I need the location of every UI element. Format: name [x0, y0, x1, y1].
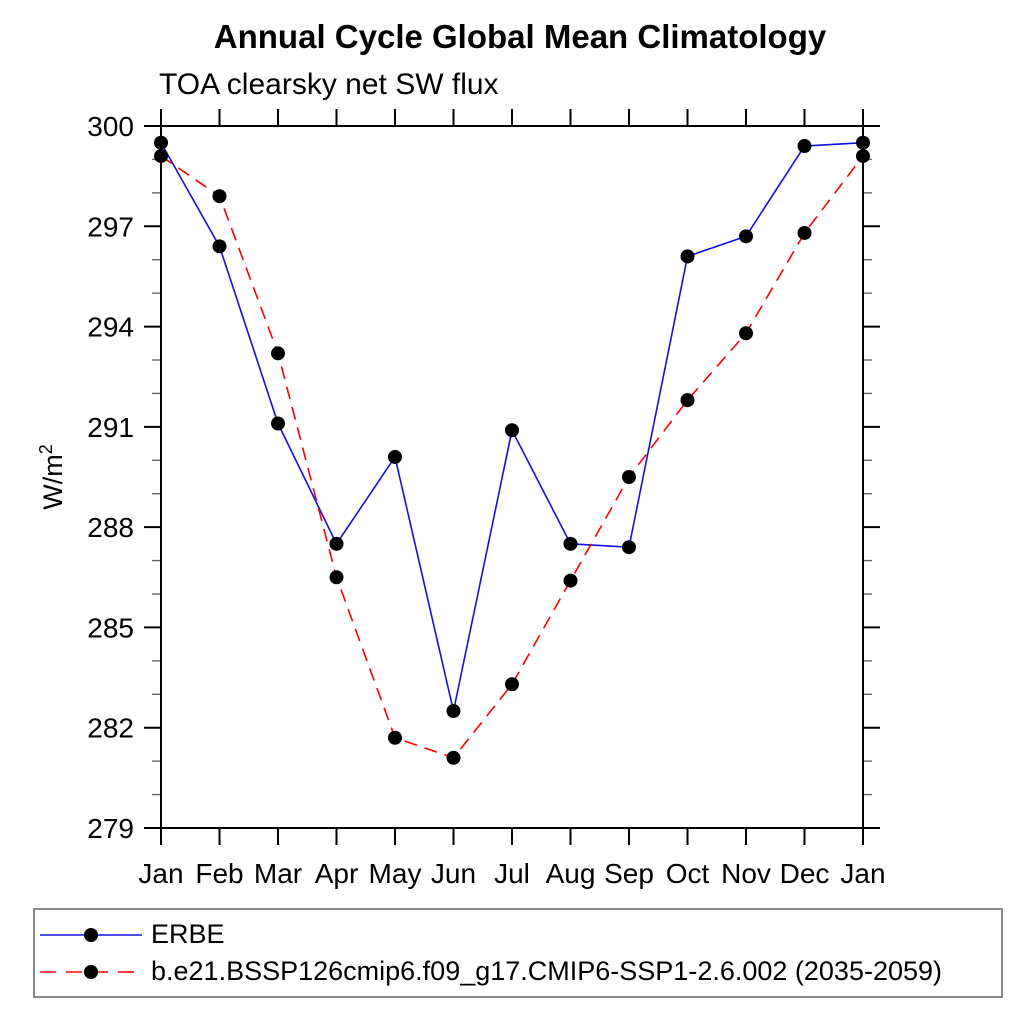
x-tick-label: Jan	[840, 858, 885, 889]
legend-item-model: b.e21.BSSP126cmip6.f09_g17.CMIP6-SSP1-2.…	[35, 953, 1001, 990]
legend-swatch-solid-line	[40, 927, 142, 942]
data-point-marker-1	[446, 750, 461, 765]
x-tick-label: Apr	[315, 858, 359, 889]
y-tick-label: 288	[87, 512, 134, 543]
data-point-marker-0	[739, 229, 753, 244]
data-point-marker-0	[271, 416, 285, 431]
x-tick-label: Jan	[138, 858, 183, 889]
data-point-marker-1	[622, 470, 636, 484]
data-point-marker-1	[797, 225, 812, 240]
data-point-marker-1	[505, 677, 519, 692]
data-point-marker-0	[446, 704, 461, 718]
chart-title: Annual Cycle Global Mean Climatology	[213, 18, 827, 55]
data-point-marker-0	[388, 449, 402, 464]
x-tick-label: Sep	[604, 858, 654, 889]
x-tick-label: Jun	[431, 858, 476, 889]
data-point-marker-1	[388, 730, 402, 745]
data-point-marker-0	[505, 423, 519, 438]
y-tick-label: 291	[87, 412, 134, 443]
data-point-marker-0	[856, 135, 870, 150]
data-point-marker-1	[271, 346, 285, 361]
x-tick-label: Jul	[494, 858, 530, 889]
legend-item-erbe: ERBE	[35, 916, 1001, 953]
data-point-marker-1	[212, 189, 227, 204]
legend-marker-icon	[84, 927, 98, 942]
data-point-marker-0	[329, 536, 344, 551]
legend-swatch-dashed-line	[40, 964, 142, 979]
legend-marker-icon	[84, 964, 98, 979]
x-tick-label: Feb	[195, 858, 243, 889]
legend-box: ERBE b.e21.BSSP126cmip6.f09_g17.CMIP6-SS…	[33, 908, 1003, 998]
data-point-marker-0	[563, 536, 578, 551]
data-point-marker-0	[622, 540, 636, 555]
y-tick-label: 294	[87, 312, 134, 343]
data-point-marker-0	[154, 135, 168, 150]
data-point-marker-1	[680, 393, 695, 408]
plot-frame	[160, 125, 864, 829]
y-tick-label: 285	[87, 612, 134, 643]
x-tick-label: Oct	[666, 858, 710, 889]
data-point-marker-0	[797, 139, 812, 154]
data-point-marker-1	[739, 326, 753, 341]
x-tick-label: Dec	[780, 858, 830, 889]
data-point-marker-0	[680, 249, 695, 264]
chart-subtitle: TOA clearsky net SW flux	[159, 68, 499, 101]
x-tick-label: Aug	[546, 858, 596, 889]
data-point-marker-1	[563, 573, 578, 588]
legend-label-model: b.e21.BSSP126cmip6.f09_g17.CMIP6-SSP1-2.…	[151, 956, 943, 986]
x-tick-label: Nov	[721, 858, 771, 889]
x-tick-label: May	[369, 858, 422, 889]
x-tick-label: Mar	[254, 858, 302, 889]
y-tick-label: 300	[87, 111, 134, 142]
series-line-1	[160, 155, 864, 759]
legend-label-erbe: ERBE	[151, 919, 225, 949]
data-point-marker-1	[154, 149, 168, 164]
y-tick-label: 282	[87, 713, 134, 744]
data-point-marker-1	[856, 149, 870, 164]
data-point-marker-0	[212, 239, 227, 254]
y-tick-label: 297	[87, 211, 134, 242]
y-tick-label: 279	[87, 813, 134, 844]
data-point-marker-1	[329, 570, 344, 585]
